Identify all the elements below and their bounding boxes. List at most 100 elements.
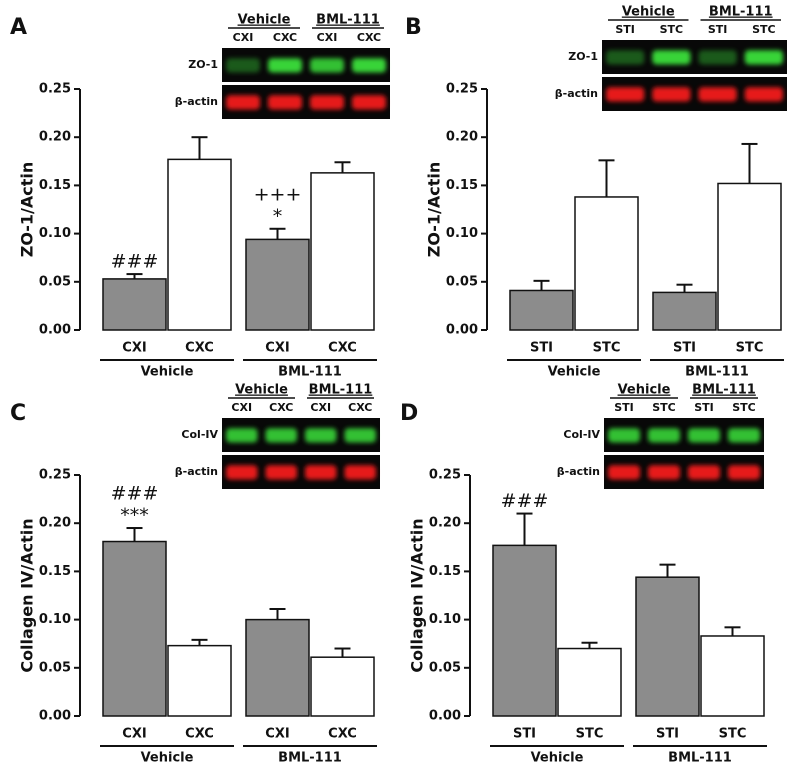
- significance-mark: ###: [111, 251, 159, 273]
- group-label: BML-111: [685, 365, 749, 380]
- blot-band: [648, 428, 680, 443]
- blot-band: [226, 95, 260, 110]
- blot-group-label: Vehicle: [235, 383, 288, 398]
- blot-group-label: Vehicle: [238, 13, 291, 28]
- group-label: Vehicle: [141, 365, 194, 380]
- y-axis-label: ZO-1/Actin: [425, 162, 444, 258]
- blot-band: [352, 95, 386, 110]
- blot-band: [688, 428, 720, 443]
- blot-lane-label: CXC: [357, 31, 381, 44]
- significance-mark: ###: [501, 490, 549, 512]
- blot-group-label: Vehicle: [618, 383, 671, 398]
- blot-band: [698, 87, 737, 102]
- significance-mark: +++: [254, 183, 302, 205]
- bar: [700, 635, 765, 717]
- blot-band: [608, 465, 640, 480]
- bar: [574, 196, 639, 331]
- blot-band: [728, 465, 760, 480]
- bar: [310, 172, 375, 331]
- blot-band: [310, 95, 344, 110]
- blot-lane-label: STI: [614, 401, 634, 414]
- x-tick-label: STC: [576, 727, 604, 742]
- blot-lane-label: STI: [708, 23, 728, 36]
- blot-lane-label: STC: [752, 23, 776, 36]
- blot-band: [728, 428, 760, 443]
- blot-group-label: BML-111: [692, 383, 756, 398]
- blot-row-label: β-actin: [175, 465, 218, 478]
- blot-lane-label: CXC: [348, 401, 372, 414]
- blot-row-label: ZO-1: [568, 50, 598, 63]
- blot-band: [688, 465, 720, 480]
- y-axis-label: Collagen IV/Actin: [408, 518, 427, 672]
- y-tick-label: 0.15: [429, 564, 461, 579]
- bar: [245, 618, 310, 717]
- x-tick-label: STI: [530, 341, 553, 356]
- x-tick-label: STI: [513, 727, 536, 742]
- y-tick-label: 0.10: [429, 612, 461, 627]
- blot-group-label: BML-111: [316, 13, 380, 28]
- blot-lane-label: CXC: [269, 401, 293, 414]
- panel-label: B: [405, 15, 422, 40]
- blot-band: [305, 465, 337, 480]
- blot-band: [310, 58, 344, 73]
- group-label: BML-111: [278, 751, 342, 766]
- blot-band: [265, 428, 297, 443]
- y-tick-label: 0.20: [39, 130, 71, 145]
- bar: [310, 656, 375, 717]
- y-axis-label: ZO-1/Actin: [18, 162, 37, 258]
- y-tick-label: 0.10: [39, 612, 71, 627]
- blot-group-label: Vehicle: [622, 5, 675, 20]
- blot-band: [648, 465, 680, 480]
- blot-row-label: ZO-1: [188, 58, 218, 71]
- bar: [102, 278, 167, 331]
- x-tick-label: STC: [593, 341, 621, 356]
- y-tick-label: 0.25: [39, 468, 71, 483]
- x-tick-label: STC: [736, 341, 764, 356]
- bar: [167, 158, 232, 331]
- x-tick-label: CXC: [185, 341, 214, 356]
- bar: [102, 540, 167, 717]
- blot-band: [606, 50, 645, 65]
- bar: [635, 576, 700, 717]
- y-tick-label: 0.20: [446, 130, 478, 145]
- blot-band: [606, 87, 645, 102]
- blot-band: [344, 428, 376, 443]
- panel-label: A: [10, 15, 27, 40]
- blot-band: [608, 428, 640, 443]
- blot-lane-label: STC: [732, 401, 756, 414]
- blot-lane-label: STC: [652, 401, 676, 414]
- y-tick-label: 0.00: [39, 323, 71, 338]
- y-tick-label: 0.15: [446, 178, 478, 193]
- y-tick-label: 0.00: [429, 709, 461, 724]
- significance-mark: ###: [111, 483, 159, 505]
- blot-group-label: BML-111: [309, 383, 373, 398]
- blot-row-label: Col-IV: [563, 428, 600, 441]
- blot-band: [226, 428, 258, 443]
- y-tick-label: 0.20: [39, 516, 71, 531]
- bar: [245, 238, 310, 331]
- bar: [509, 289, 574, 331]
- blot-row-label: β-actin: [175, 95, 218, 108]
- x-tick-label: CXC: [185, 727, 214, 742]
- bar: [557, 647, 622, 717]
- y-tick-label: 0.25: [429, 468, 461, 483]
- blot-lane-label: CXI: [233, 31, 254, 44]
- x-tick-label: STI: [656, 727, 679, 742]
- blot-lane-label: STI: [694, 401, 714, 414]
- y-tick-label: 0.20: [429, 516, 461, 531]
- blot-band: [265, 465, 297, 480]
- y-tick-label: 0.00: [446, 323, 478, 338]
- blot-band: [344, 465, 376, 480]
- group-label: BML-111: [668, 751, 732, 766]
- panel-label: D: [400, 401, 418, 426]
- y-tick-label: 0.10: [446, 226, 478, 241]
- x-tick-label: STC: [719, 727, 747, 742]
- y-tick-label: 0.05: [446, 274, 478, 289]
- blot-band: [268, 58, 302, 73]
- blot-band: [226, 58, 260, 73]
- y-tick-label: 0.10: [39, 226, 71, 241]
- bar: [492, 544, 557, 717]
- panel-label: C: [10, 401, 26, 426]
- y-tick-label: 0.15: [39, 564, 71, 579]
